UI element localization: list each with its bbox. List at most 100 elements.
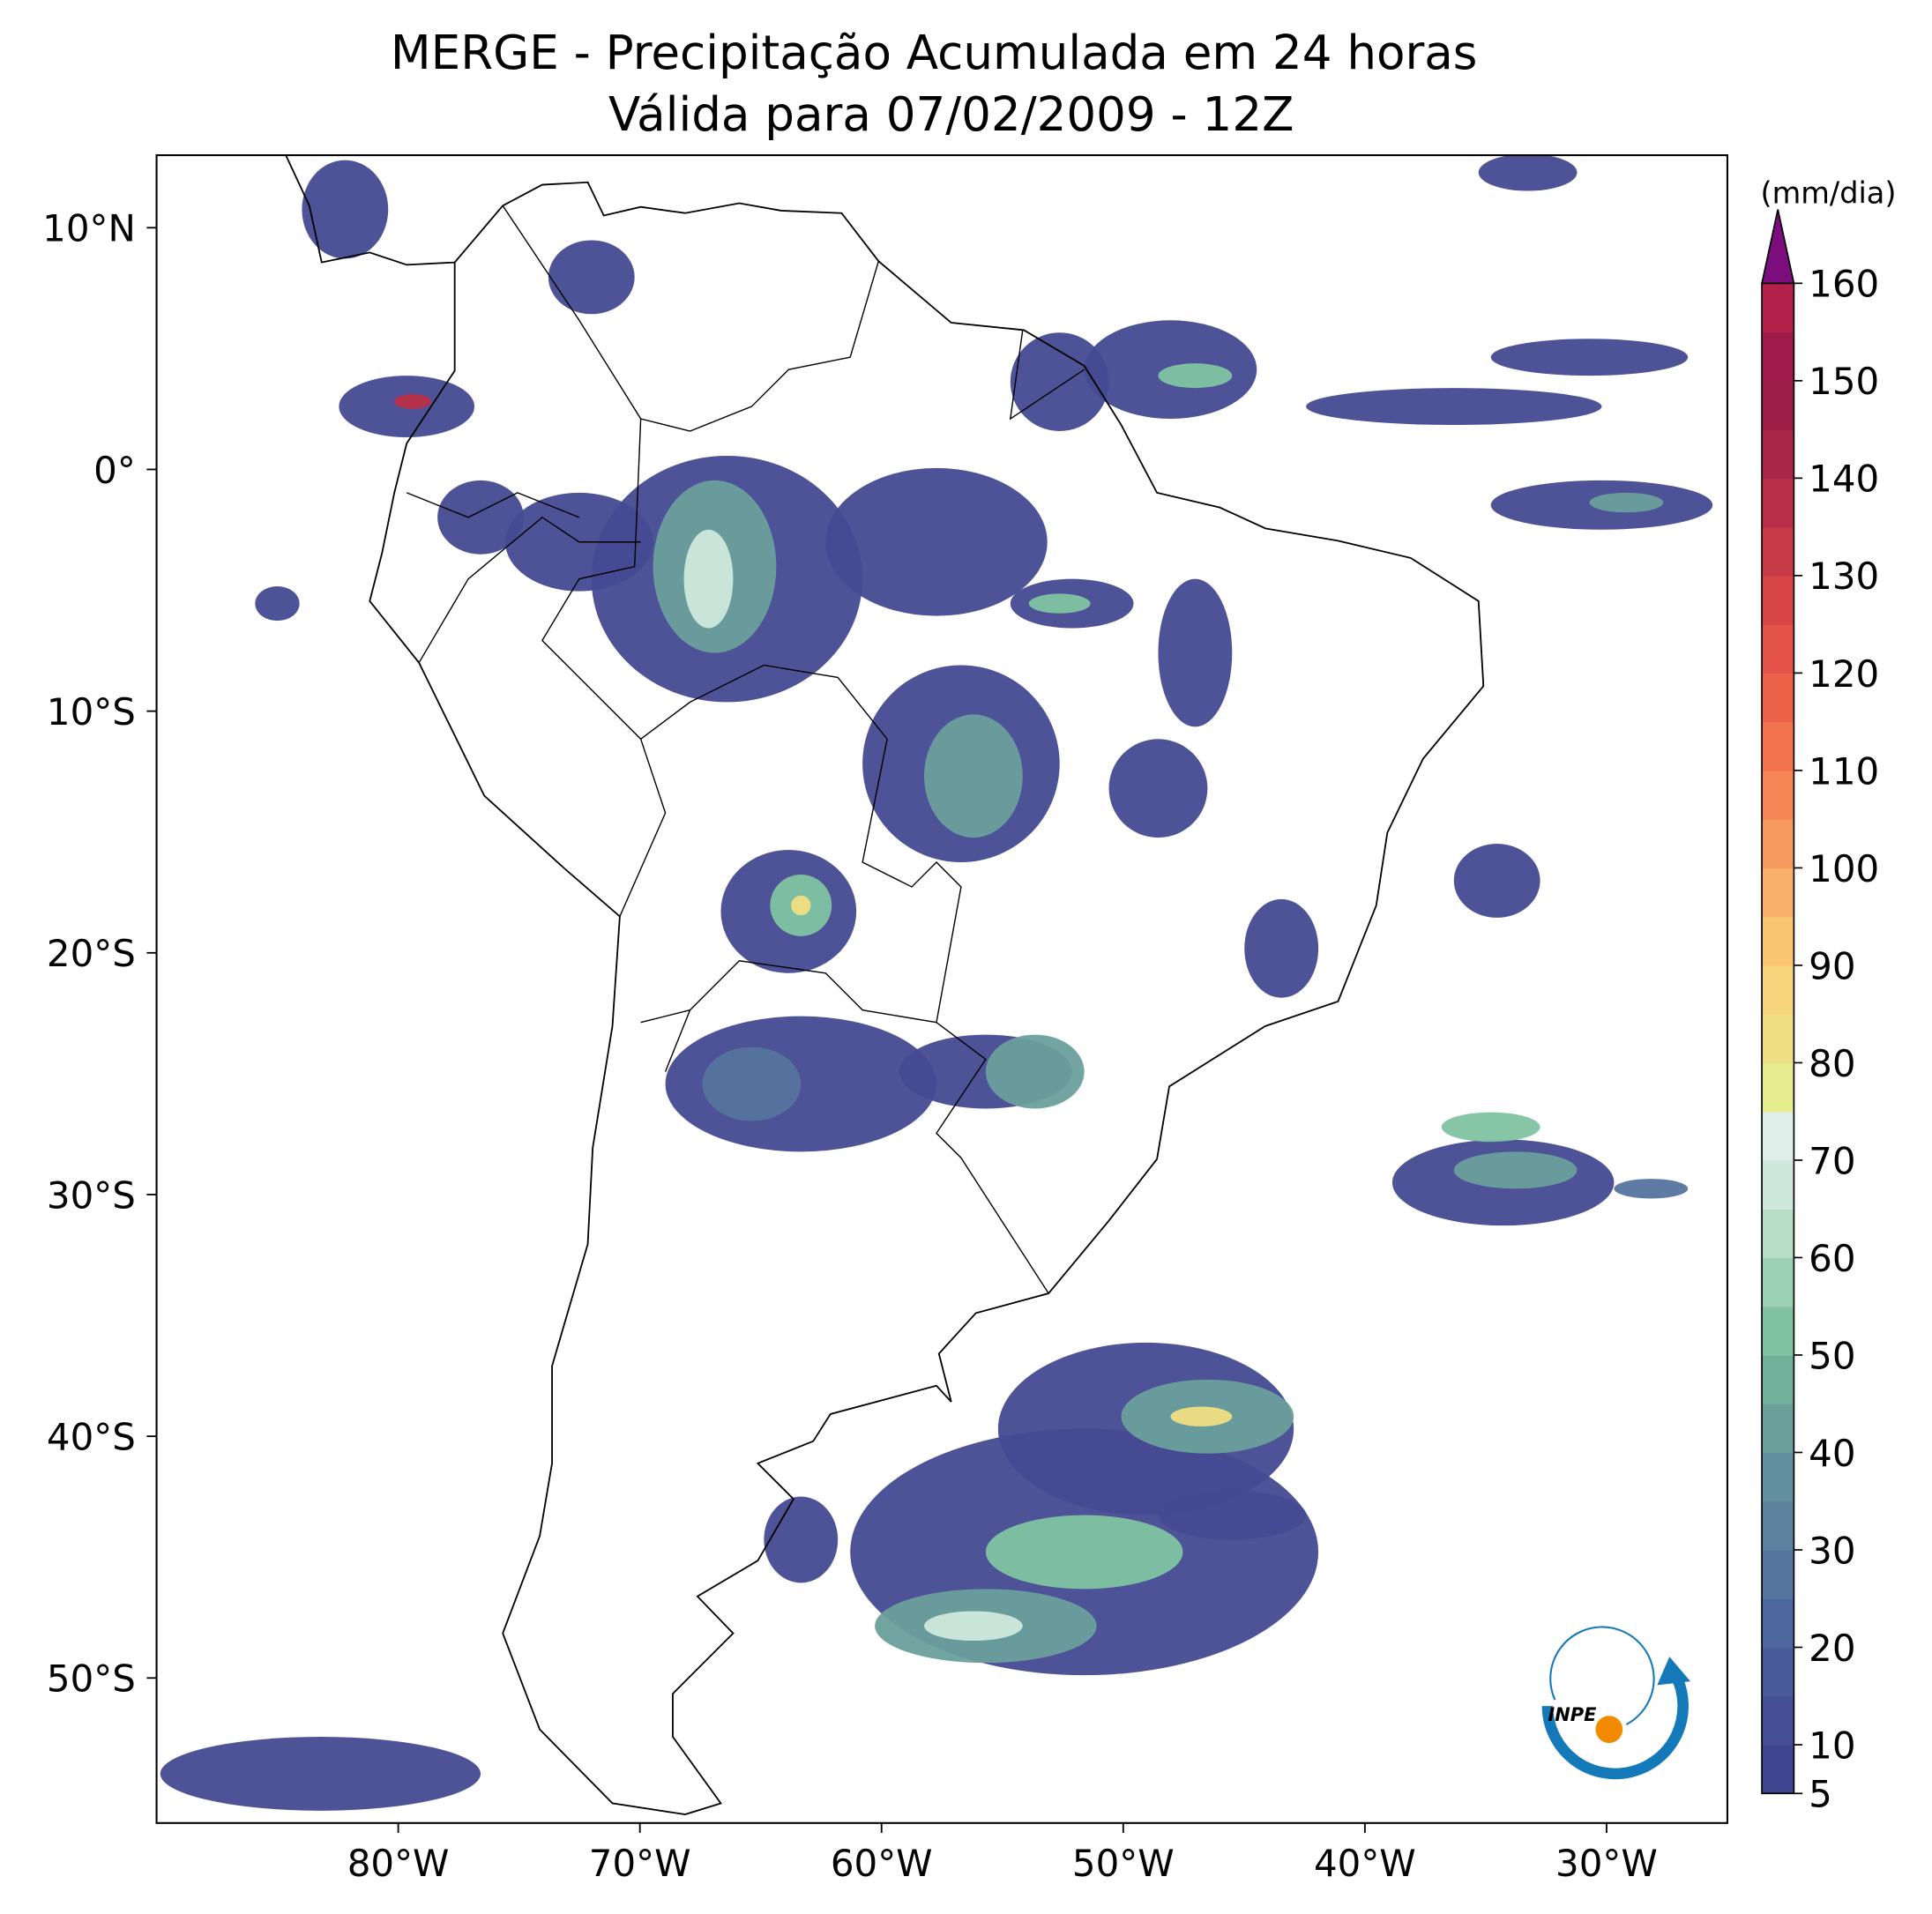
precip-area xyxy=(1589,492,1664,513)
precip-area xyxy=(985,1034,1085,1109)
precip-area xyxy=(1158,363,1233,389)
colorbar-band xyxy=(1762,624,1794,674)
colorbar-band xyxy=(1762,1647,1794,1697)
precip-area xyxy=(1108,739,1208,838)
precip-area xyxy=(1158,1490,1307,1540)
colorbar-band xyxy=(1762,964,1794,1015)
colorbar-band xyxy=(1762,1257,1794,1307)
precip-area xyxy=(255,586,300,622)
colorbar-band xyxy=(1762,1159,1794,1210)
precip-area xyxy=(1306,388,1602,426)
precip-area xyxy=(1441,1112,1540,1143)
colorbar-tick-label: 10 xyxy=(1809,1724,1855,1767)
y-tick-label: 40°S xyxy=(47,1416,136,1459)
colorbar-band xyxy=(1762,1209,1794,1259)
logo-arc xyxy=(1541,1672,1689,1780)
colorbar-tick-label: 50 xyxy=(1809,1334,1855,1377)
precip-area xyxy=(702,1046,802,1121)
precip-area xyxy=(1244,898,1319,998)
colorbar-band xyxy=(1762,331,1794,382)
colorbar-band xyxy=(1762,1404,1794,1454)
colorbar-tick-label: 140 xyxy=(1809,458,1879,501)
colorbar-band xyxy=(1762,1695,1794,1746)
coastline xyxy=(285,155,1485,1815)
colorbar-band xyxy=(1762,1501,1794,1551)
precip-area xyxy=(548,240,635,315)
logo: INPE xyxy=(1541,1626,1691,1780)
colorbar-band xyxy=(1762,1354,1794,1404)
title-line: Válida para 07/02/2009 - 12Z xyxy=(608,87,1294,142)
precip-area xyxy=(683,529,734,629)
precip-area xyxy=(160,1737,481,1811)
colorbar-band xyxy=(1762,478,1794,528)
colorbar-tick-label: 20 xyxy=(1809,1627,1855,1670)
colorbar-tick-label: 130 xyxy=(1809,555,1879,598)
precip-area xyxy=(825,467,1048,616)
colorbar-tick-label: 120 xyxy=(1809,652,1879,696)
logo-orbit xyxy=(1549,1626,1655,1725)
y-tick-label: 20°S xyxy=(47,932,136,975)
precip-area xyxy=(394,394,432,409)
y-tick-label: 0° xyxy=(93,449,136,492)
title-line: MERGE - Precipitação Acumulada em 24 hor… xyxy=(391,26,1478,80)
colorbar-band xyxy=(1762,916,1794,966)
precip-area xyxy=(1028,593,1091,614)
logo-text: INPE xyxy=(1548,1704,1597,1725)
colorbar-band xyxy=(1762,1745,1794,1794)
colorbar-band xyxy=(1762,770,1794,820)
precip-area xyxy=(764,1496,839,1583)
colorbar-band xyxy=(1762,1452,1794,1502)
coastline-group xyxy=(285,155,1485,1815)
colorbar-band xyxy=(1762,819,1794,869)
map-frame xyxy=(155,153,1728,1824)
colorbar-band xyxy=(1762,575,1794,625)
precip-area xyxy=(1453,844,1540,918)
colorbar-tick-label: 90 xyxy=(1809,944,1855,987)
y-tick-label: 10°N xyxy=(42,207,136,250)
precip-area xyxy=(1158,578,1233,727)
precip-area xyxy=(923,1611,1023,1642)
x-tick-label: 70°W xyxy=(589,1842,691,1885)
precip-area xyxy=(923,714,1023,838)
colorbar-band xyxy=(1762,1549,1794,1599)
colorbar-tick-label: 40 xyxy=(1809,1432,1855,1475)
country-border xyxy=(406,205,1085,1294)
x-tick-label: 80°W xyxy=(347,1842,450,1885)
colorbar-frame xyxy=(1761,282,1795,1795)
colorbar-band xyxy=(1762,1598,1794,1649)
colorbar-tick-label: 60 xyxy=(1809,1237,1855,1280)
colorbar-band xyxy=(1762,1062,1794,1113)
colorbar-band xyxy=(1762,868,1794,918)
precip-area xyxy=(1478,155,1578,191)
y-tick-label: 50°S xyxy=(47,1657,136,1701)
colorbar-tick-label: 100 xyxy=(1809,847,1879,890)
precip-area xyxy=(985,1515,1183,1590)
colorbar-band xyxy=(1762,380,1794,430)
colorbar-band xyxy=(1762,1111,1794,1161)
x-tick-label: 60°W xyxy=(831,1842,933,1885)
colorbar-extend xyxy=(1761,209,1795,285)
precip-area xyxy=(1010,332,1109,432)
colorbar-band xyxy=(1762,1306,1794,1356)
colorbar-band xyxy=(1762,673,1794,723)
x-tick-label: 50°W xyxy=(1072,1842,1175,1885)
precip-area xyxy=(1170,1406,1233,1426)
colorbar-band xyxy=(1762,721,1794,771)
logo-dot xyxy=(1595,1716,1623,1743)
precip-area xyxy=(1490,339,1689,376)
x-tick-label: 40°W xyxy=(1314,1842,1416,1885)
colorbar-tick-label: 30 xyxy=(1809,1529,1855,1572)
colorbar-band xyxy=(1762,429,1794,480)
colorbar-tick-label: 110 xyxy=(1809,749,1879,793)
colorbar-tick-label: 150 xyxy=(1809,360,1879,403)
colorbar-tick-label: 160 xyxy=(1809,263,1879,306)
precip-area xyxy=(1453,1151,1578,1189)
colorbar-tick-label: 80 xyxy=(1809,1042,1855,1085)
precip-area xyxy=(437,480,524,555)
colorbar-band xyxy=(1762,526,1794,577)
precipitation xyxy=(160,155,1713,1811)
logo-arrow xyxy=(1657,1657,1691,1686)
